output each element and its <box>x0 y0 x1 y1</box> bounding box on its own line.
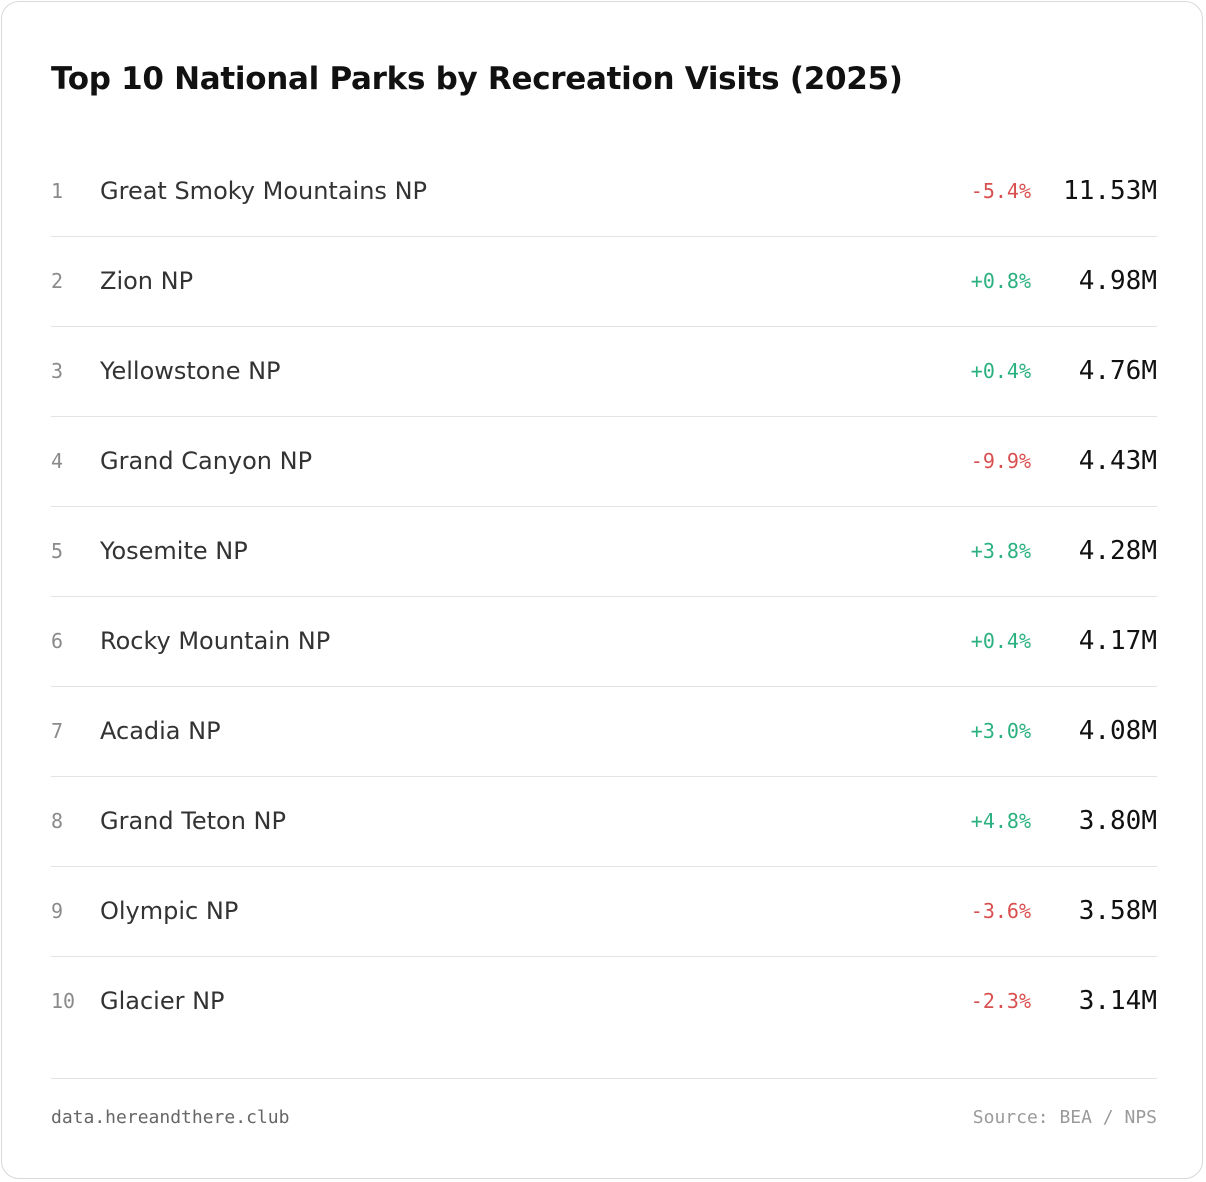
site-url[interactable]: data.hereandthere.club <box>51 1107 290 1128</box>
change-label: +0.8% <box>970 269 1031 293</box>
park-name: Rocky Mountain NP <box>100 627 331 655</box>
visits-value: 4.08M <box>1078 716 1157 746</box>
park-name: Great Smoky Mountains NP <box>100 177 427 205</box>
rank-label: 2 <box>51 269 64 293</box>
park-name: Grand Canyon NP <box>100 447 313 475</box>
change-label: +0.4% <box>970 359 1031 383</box>
change-label: -5.4% <box>970 179 1031 203</box>
table-row: 4 Grand Canyon NP -9.9% 4.43M <box>51 417 1157 507</box>
park-name: Glacier NP <box>100 987 225 1015</box>
visits-value: 3.80M <box>1078 806 1157 836</box>
table-row: 10 Glacier NP -2.3% 3.14M <box>51 957 1157 1046</box>
rank-label: 1 <box>51 179 64 203</box>
table-row: 3 Yellowstone NP +0.4% 4.76M <box>51 327 1157 417</box>
visits-value: 11.53M <box>1063 176 1157 206</box>
rank-label: 9 <box>51 899 64 923</box>
park-name: Grand Teton NP <box>100 807 286 835</box>
park-name: Yosemite NP <box>100 537 248 565</box>
change-label: +3.8% <box>970 539 1031 563</box>
change-label: -3.6% <box>970 899 1031 923</box>
park-name: Yellowstone NP <box>100 357 281 385</box>
visits-value: 4.76M <box>1078 356 1157 386</box>
table-row: 2 Zion NP +0.8% 4.98M <box>51 237 1157 327</box>
rank-label: 3 <box>51 359 64 383</box>
park-name: Olympic NP <box>100 897 239 925</box>
change-label: +4.8% <box>970 809 1031 833</box>
footer: data.hereandthere.club Source: BEA / NPS <box>51 1078 1157 1159</box>
table-row: 9 Olympic NP -3.6% 3.58M <box>51 867 1157 957</box>
change-label: +0.4% <box>970 629 1031 653</box>
change-label: -2.3% <box>970 989 1031 1013</box>
park-name: Acadia NP <box>100 717 221 745</box>
rank-label: 4 <box>51 449 64 473</box>
visits-value: 4.43M <box>1078 446 1157 476</box>
visits-value: 3.14M <box>1078 986 1157 1016</box>
visits-value: 4.28M <box>1078 536 1157 566</box>
chart-title: Top 10 National Parks by Recreation Visi… <box>51 61 903 97</box>
table-row: 6 Rocky Mountain NP +0.4% 4.17M <box>51 597 1157 687</box>
park-name: Zion NP <box>100 267 194 295</box>
visits-value: 4.98M <box>1078 266 1157 296</box>
table-row: 8 Grand Teton NP +4.8% 3.80M <box>51 777 1157 867</box>
source-note: Source: BEA / NPS <box>972 1107 1157 1128</box>
visits-value: 3.58M <box>1078 896 1157 926</box>
ranking-table: 1 Great Smoky Mountains NP -5.4% 11.53M 2 Zio… <box>51 147 1157 1046</box>
table-row: 1 Great Smoky Mountains NP -5.4% 11.53M <box>51 147 1157 237</box>
rank-label: 7 <box>51 719 64 743</box>
rank-label: 8 <box>51 809 64 833</box>
change-label: +3.0% <box>970 719 1031 743</box>
change-label: -9.9% <box>970 449 1031 473</box>
table-row: 5 Yosemite NP +3.8% 4.28M <box>51 507 1157 597</box>
visits-value: 4.17M <box>1078 626 1157 656</box>
rank-label: 5 <box>51 539 64 563</box>
rank-label: 6 <box>51 629 64 653</box>
rank-label: 10 <box>51 989 76 1013</box>
table-row: 7 Acadia NP +3.0% 4.08M <box>51 687 1157 777</box>
